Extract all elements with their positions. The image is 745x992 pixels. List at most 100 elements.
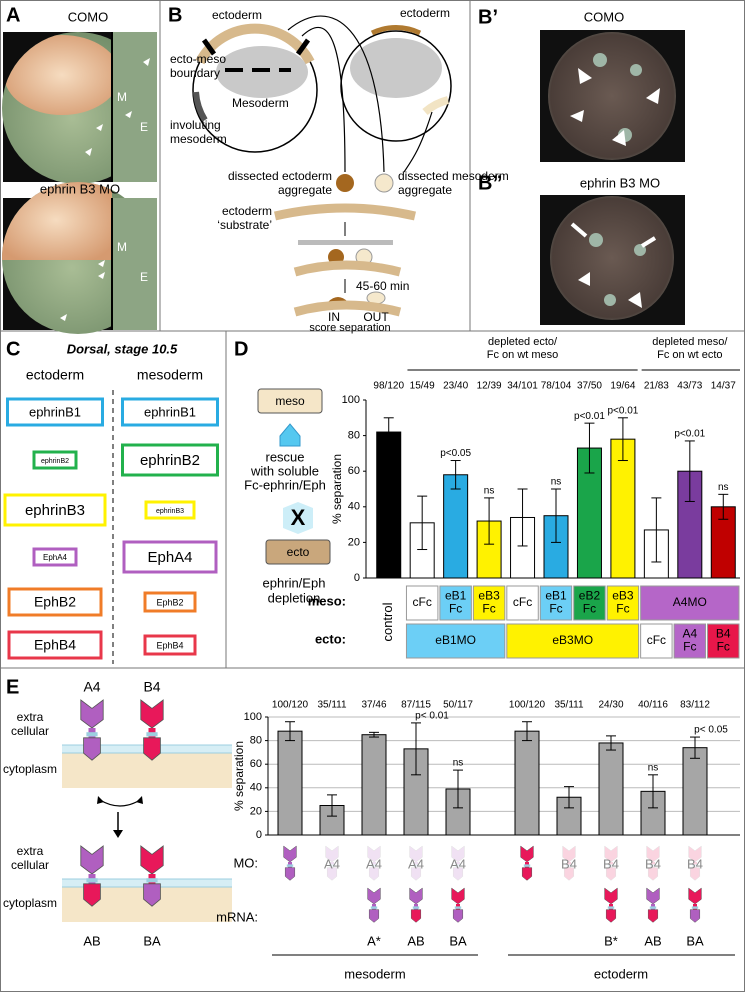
label: E [140,270,148,284]
table-cell [673,623,707,659]
count-label: 100/120 [272,700,309,711]
label: Fc [549,602,562,616]
error-bar [584,422,595,474]
table-cell [472,585,506,621]
significance-label: p<0.05 [440,448,471,459]
label: Fc [583,602,596,616]
label: B4 [687,856,703,871]
label: B4 [645,856,661,871]
receptor-membrane [146,732,158,737]
panel-letter: B’ [478,6,498,28]
receptor-glyph [520,845,534,881]
receptor-intracellular [521,867,533,881]
label: ephrinB3 [25,502,85,519]
table-cell [640,623,673,659]
label: B4 [716,627,731,641]
receptor-membrane [565,864,573,867]
error-bar [648,774,658,809]
label: mesoderm [170,132,227,146]
error-bar [411,722,421,776]
y-tick-label: 80 [250,735,262,747]
receptor-extracellular [646,887,660,905]
receptor-glyph [140,699,164,761]
bar [682,747,708,836]
error-bar [684,440,695,502]
label: Mesoderm [232,96,289,110]
label: EphB2 [34,594,76,610]
receptor-extracellular [451,887,465,905]
significance-label: ns [484,486,495,497]
count-label: 14/37 [711,381,736,392]
label: BA [449,933,467,948]
receptor-extracellular [451,845,465,863]
label: mesoderm [344,966,405,981]
receptor-extracellular [325,845,339,863]
receptor-intracellular [284,867,296,881]
bar [409,522,435,579]
significance-label: p<0.01 [574,411,605,422]
expression-box [143,591,197,613]
receptor-intracellular [689,909,701,923]
label: ecto [287,545,310,559]
error-bar [369,731,379,738]
label: involuting [170,118,221,132]
label: B4 [143,679,160,695]
label: cFc [513,595,532,609]
receptor-glyph [283,845,297,881]
expression-box [6,397,104,427]
receptor-glyph [325,845,339,881]
receptor-membrane [607,864,615,867]
label: COMO [584,9,624,24]
significance-label: ns [718,482,729,493]
table-cell [506,585,539,621]
receptor-extracellular [604,887,618,905]
label: A4 [408,856,424,871]
receptor-glyph [140,845,164,907]
count-label: 78/104 [541,381,572,392]
receptor-membrane [370,864,378,867]
label: ephrinB1 [144,404,196,419]
panel-letter: A [6,4,20,26]
label: ectoderm [222,204,272,218]
count-label: 35/111 [317,700,347,711]
label: EphA4 [147,549,192,566]
count-label: 12/39 [477,381,502,392]
error-bar [517,488,528,547]
receptor-extracellular [562,845,576,863]
expression-box [3,493,107,527]
label: depleted ecto/ [488,336,558,348]
label: Fc [449,602,462,616]
label: eB3 [478,589,500,603]
expression-box [144,500,196,520]
label: AB [83,933,100,948]
error-bar [450,460,461,490]
schematic-b [192,15,452,317]
label: rescue [265,449,304,464]
count-label: 37/50 [577,381,602,392]
significance-label: ns [551,477,562,488]
receptor-membrane [649,906,657,909]
receptor-stalk [567,862,571,868]
receptor-glyph [451,845,465,881]
table-cell [539,585,573,621]
label: A4MO [673,595,707,609]
panel-letter: B [168,4,182,26]
label: Fc [616,602,629,616]
receptor-glyph [367,887,381,923]
rescue-diagram [257,388,331,565]
label: Fc-ephrin/Eph [244,477,326,492]
label: dissected ectoderm [228,169,332,183]
receptor-membrane [523,864,531,867]
receptor-glyph [604,887,618,923]
label: M [117,90,127,104]
label: ecto-meso [170,52,226,66]
receptor-extracellular [688,845,702,863]
expression-box [121,443,219,477]
label: B4 [603,856,619,871]
table-cell [640,585,740,621]
count-label: 98/120 [373,381,404,392]
count-label: 43/73 [677,381,702,392]
count-label: 50/117 [443,700,473,711]
significance-label: p<0.01 [607,405,638,416]
